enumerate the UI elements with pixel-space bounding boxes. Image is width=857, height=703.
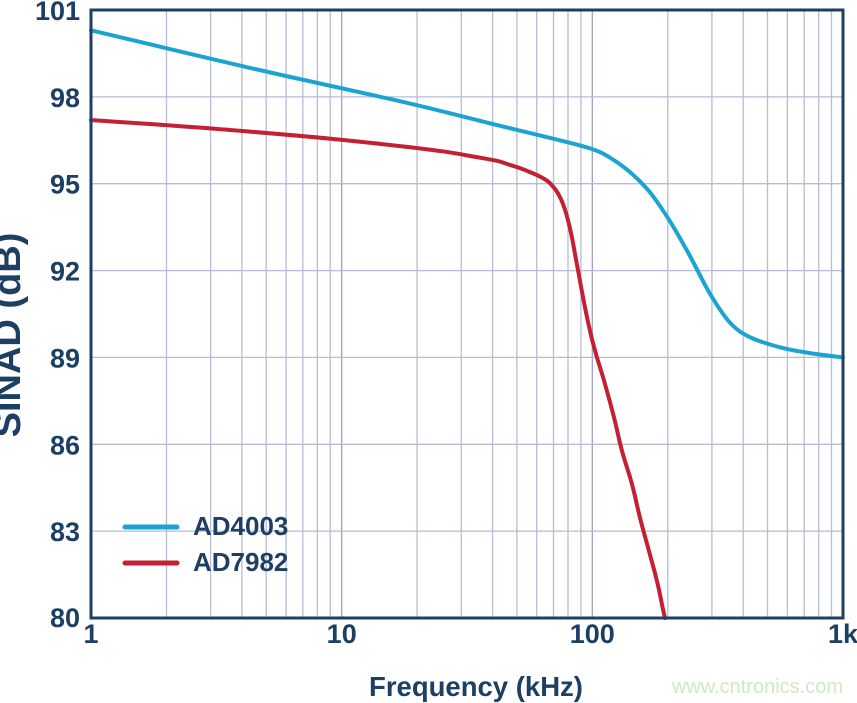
svg-text:101: 101 <box>35 0 80 26</box>
svg-text:1: 1 <box>83 619 98 649</box>
svg-text:AD4003: AD4003 <box>193 511 288 541</box>
svg-text:86: 86 <box>50 430 80 460</box>
svg-text:10: 10 <box>327 619 357 649</box>
svg-text:100: 100 <box>570 619 615 649</box>
svg-text:80: 80 <box>50 603 80 633</box>
svg-text:98: 98 <box>50 83 80 113</box>
svg-text:92: 92 <box>50 257 80 287</box>
svg-text:1k: 1k <box>828 619 857 649</box>
svg-text:SINAD (dB): SINAD (dB) <box>0 233 29 438</box>
svg-text:95: 95 <box>50 170 80 200</box>
svg-text:www.cntronics.com: www.cntronics.com <box>671 676 843 698</box>
svg-text:AD7982: AD7982 <box>193 547 288 577</box>
svg-text:Frequency (kHz): Frequency (kHz) <box>369 671 583 702</box>
svg-text:83: 83 <box>50 517 80 547</box>
svg-text:89: 89 <box>50 343 80 373</box>
